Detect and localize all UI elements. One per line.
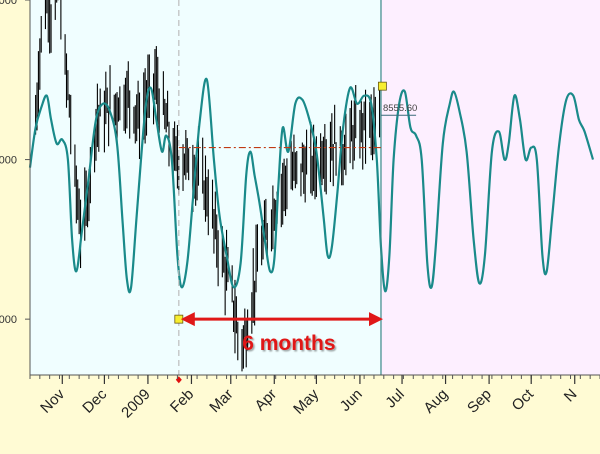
- x-tick-label: Oct: [509, 385, 538, 414]
- price-value-label: 8555.60: [383, 103, 417, 114]
- annotation-label: 6 months: [242, 332, 335, 355]
- x-tick-label: Apr: [252, 386, 281, 415]
- y-tick-label: 000: [0, 155, 17, 167]
- shaded-region-projection: [380, 0, 600, 375]
- x-tick-label: Mar: [206, 386, 236, 416]
- x-tick-label: Sep: [464, 386, 495, 417]
- x-tick-label: Feb: [167, 386, 197, 416]
- x-tick-label: N: [561, 386, 581, 406]
- x-tick-label: 2009: [118, 386, 154, 422]
- series-line: [28, 77, 595, 294]
- diamond-marker: [175, 376, 182, 384]
- x-tick-label: Jun: [337, 386, 366, 415]
- y-tick-label: 000: [0, 0, 17, 7]
- x-tick-label: Jul: [382, 386, 408, 412]
- arrow-head-right: [368, 312, 383, 327]
- y-tick-label: 000: [0, 314, 17, 326]
- x-tick-label: Aug: [420, 386, 451, 417]
- x-tick-label: Nov: [37, 385, 68, 416]
- x-tick-label: Dec: [79, 385, 110, 416]
- arrow-head-left: [180, 312, 195, 327]
- square-marker: [377, 81, 387, 91]
- x-tick-label: May: [290, 385, 322, 417]
